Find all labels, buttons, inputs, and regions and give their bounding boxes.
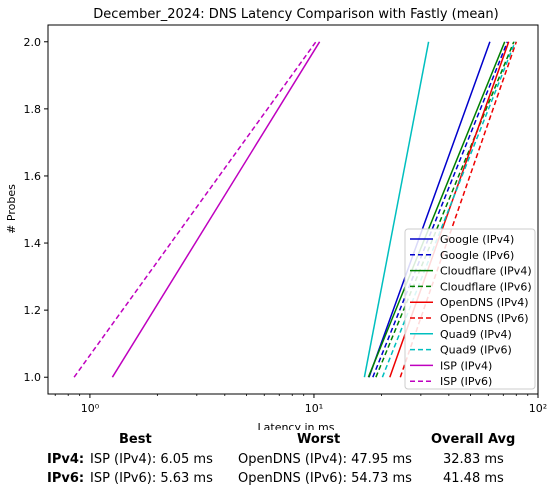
- legend-label-google-ipv6: Google (IPv6): [440, 249, 514, 262]
- legend-label-opendns-ipv6: OpenDNS (IPv6): [440, 312, 529, 325]
- header-avg: Overall Avg: [431, 432, 516, 447]
- y-tick-label: 1.6: [24, 170, 42, 183]
- best-ipv6: ISP (IPv6): 5.63 ms: [90, 471, 213, 486]
- legend-label-quad9-ipv6: Quad9 (IPv6): [440, 344, 512, 357]
- x-tick-label: 10¹: [305, 402, 323, 415]
- series-line-isp-ipv6: [73, 41, 317, 378]
- x-axis-label: Latency in ms: [258, 421, 335, 430]
- y-tick-label: 1.0: [24, 371, 42, 384]
- worst-ipv4: OpenDNS (IPv4): 47.95 ms: [238, 452, 412, 467]
- x-tick-label: 10²: [529, 402, 547, 415]
- worst-ipv6: OpenDNS (IPv6): 54.73 ms: [238, 471, 412, 486]
- header-best: Best: [119, 432, 152, 447]
- x-axis: 10⁰ 10¹ 10²: [54, 394, 547, 415]
- legend-label-cloudflare-ipv6: Cloudflare (IPv6): [440, 280, 532, 293]
- x-tick-label: 10⁰: [81, 402, 100, 415]
- legend-box: [404, 228, 536, 390]
- y-tick-label: 1.2: [24, 304, 42, 317]
- y-tick-label: 1.8: [24, 103, 42, 116]
- chart-title: December_2024: DNS Latency Comparison wi…: [93, 7, 498, 22]
- legend: Google (IPv4) Google (IPv6) Cloudflare (IP…: [404, 228, 536, 390]
- y-axis-label: # Probes: [5, 184, 18, 234]
- legend-label-opendns-ipv4: OpenDNS (IPv4): [440, 296, 529, 309]
- y-axis: 1.0 1.2 1.4 1.6 1.8 2.0: [24, 36, 48, 384]
- series-line-cloudflare-ipv6: [375, 41, 515, 378]
- legend-label-google-ipv4: Google (IPv4): [440, 233, 514, 246]
- legend-label-isp-ipv4: ISP (IPv4): [440, 359, 492, 372]
- y-tick-label: 1.4: [24, 237, 42, 250]
- y-tick-label: 2.0: [24, 36, 42, 49]
- series-line-quad9-ipv4: [363, 41, 430, 378]
- series-line-google-ipv4: [368, 41, 491, 378]
- legend-label-cloudflare-ipv4: Cloudflare (IPv4): [440, 265, 532, 278]
- avg-ipv6: 41.48 ms: [443, 471, 504, 486]
- best-ipv4: ISP (IPv4): 6.05 ms: [90, 452, 213, 467]
- row-label-ipv4: IPv4:: [47, 452, 85, 467]
- header-worst: Worst: [297, 432, 341, 447]
- avg-ipv4: 32.83 ms: [443, 452, 504, 467]
- series-line-isp-ipv4: [111, 41, 321, 378]
- row-label-ipv6: IPv6:: [47, 471, 85, 486]
- legend-label-isp-ipv6: ISP (IPv6): [440, 375, 492, 388]
- legend-label-quad9-ipv4: Quad9 (IPv4): [440, 328, 512, 341]
- series-line-cloudflare-ipv4: [367, 41, 506, 378]
- series-line-google-ipv6: [372, 41, 509, 378]
- latency-chart: December_2024: DNS Latency Comparison wi…: [5, 7, 547, 430]
- plot-frame: [47, 24, 539, 395]
